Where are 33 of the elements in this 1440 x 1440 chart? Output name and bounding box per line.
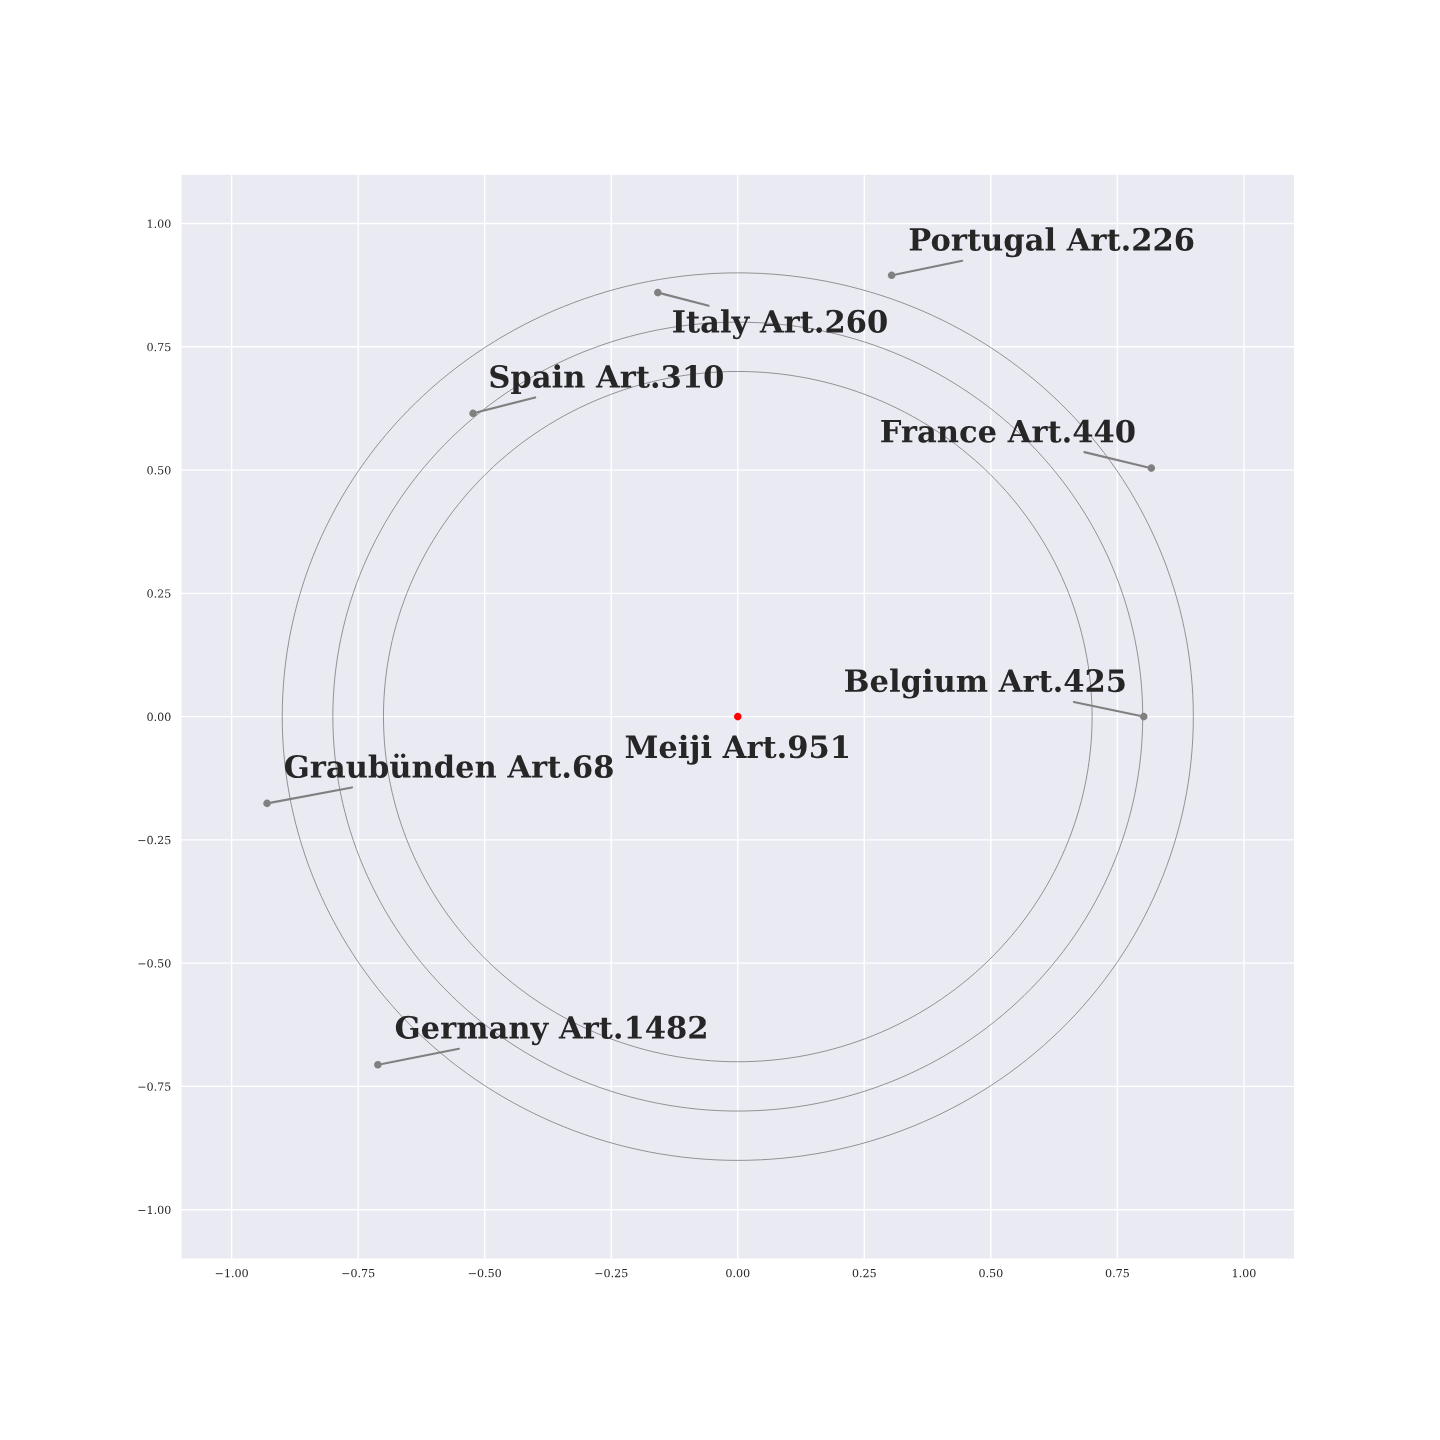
y-tick-label: 1.00: [147, 219, 171, 228]
point: [263, 799, 271, 808]
x-tick-label: −0.75: [342, 1268, 375, 1278]
point: [887, 271, 896, 280]
y-tick-label: −0.50: [138, 959, 171, 968]
point: [1147, 464, 1156, 472]
annotation: Italy Art.260: [673, 309, 887, 340]
x-tick-label: −1.00: [215, 1268, 248, 1278]
x-tick-label: 0.75: [1105, 1268, 1129, 1278]
y-tick-label: −0.25: [138, 835, 171, 845]
annotation: Germany Art.1482: [395, 1015, 706, 1046]
annotation: France Art.440: [881, 419, 1135, 443]
annotation: Graubünden Art.68: [285, 753, 613, 779]
x-tick-label: −0.25: [595, 1268, 628, 1278]
y-tick-label: 0.50: [147, 466, 171, 475]
annotation: Portugal Art.226: [909, 227, 1194, 258]
point: [1139, 712, 1148, 721]
x-tick-label: 0.00: [726, 1268, 750, 1278]
point: [374, 1060, 382, 1069]
point: [469, 409, 477, 418]
annotation: Meiji Art.951: [625, 734, 848, 765]
x-tick-label: 0.25: [852, 1268, 876, 1278]
y-tick-label: 0.75: [147, 342, 171, 352]
x-tick-label: 0.50: [979, 1268, 1003, 1278]
annotation: Belgium Art.425: [845, 668, 1125, 699]
y-tick-label: 0.25: [147, 589, 171, 598]
y-tick-label: −0.75: [138, 1082, 171, 1091]
y-tick-label: −1.00: [138, 1205, 171, 1215]
y-tick-label: 0.00: [147, 712, 171, 721]
x-tick-label: 1.00: [1232, 1268, 1256, 1278]
annotation: Spain Art.310: [490, 364, 723, 394]
x-tick-label: −0.50: [468, 1268, 501, 1278]
point: [654, 288, 662, 297]
